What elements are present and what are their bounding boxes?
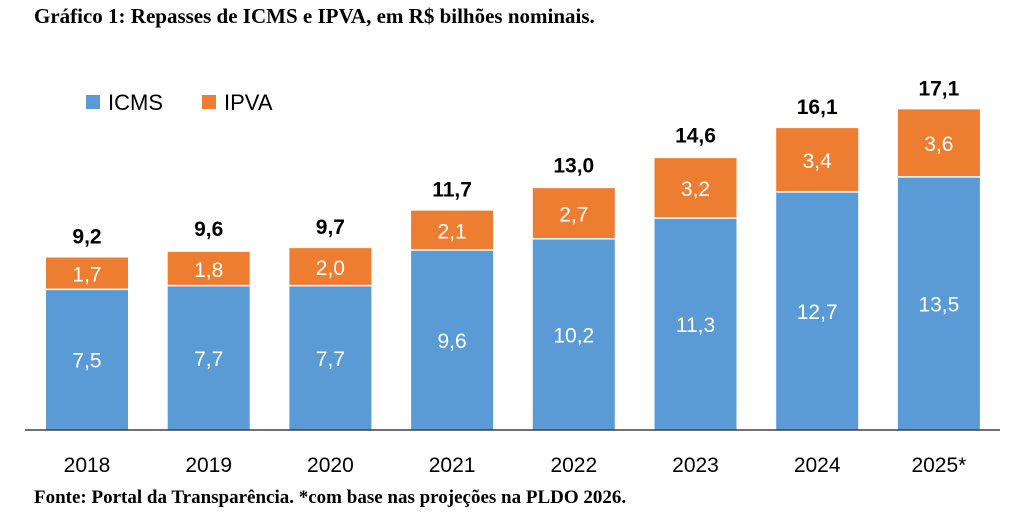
data-label-ipva: 3,2 [681,178,710,201]
data-label-icms: 10,2 [553,324,594,347]
total-label: 13,0 [553,154,594,177]
data-label-ipva: 2,0 [316,257,345,280]
bar-ipva [411,210,494,250]
total-label: 9,6 [194,218,223,241]
bar-ipva [776,128,859,192]
bar-ipva [654,158,737,219]
data-label-icms: 7,7 [316,348,345,371]
total-label: 16,1 [797,96,838,119]
legend-swatch-ipva [202,95,216,109]
x-tick-label: 2018 [64,454,111,477]
data-label-ipva: 3,4 [803,150,833,173]
data-label-icms: 11,3 [676,314,715,337]
x-tick-label: 2024 [794,454,841,477]
data-label-ipva: 3,6 [924,133,953,156]
total-label: 9,2 [72,226,101,249]
total-label: 11,7 [432,179,472,202]
data-label-icms: 9,6 [437,330,466,353]
chart-title: Gráfico 1: Repasses de ICMS e IPVA, em R… [34,4,595,28]
total-label: 9,7 [316,216,345,239]
bar-icms [167,285,250,430]
bar-icms [46,289,128,430]
data-label-icms: 13,5 [918,293,959,316]
x-tick-label: 2023 [672,454,719,477]
bars-group: 7,5 1,7 9,2 7,7 1,8 9,6 7,7 2,0 9,7 9,6 2,1 11,7 10,… [46,77,980,430]
bar-ipva [897,109,980,177]
bar-ipva [289,248,372,286]
bar-ipva [167,251,250,286]
bar-icms [289,285,372,430]
total-label: 14,6 [675,124,716,147]
bar-icms [897,176,980,430]
total-label: 17,1 [918,77,959,100]
bar-icms [411,250,494,430]
data-label-ipva: 1,8 [194,259,223,282]
source-note: Fonte: Portal da Transparência. *com bas… [34,487,627,508]
legend: ICMS IPVA [86,90,273,115]
x-tick-label: 2019 [185,454,232,477]
data-label-ipva: 2,1 [437,220,466,243]
data-label-ipva: 1,7 [72,263,101,286]
data-label-icms: 7,5 [72,350,101,373]
bar-ipva [46,257,128,290]
bar-icms [654,218,737,430]
legend-label-ipva: IPVA [224,90,273,115]
x-tick-label: 2021 [429,454,476,477]
x-tick-label: 2025* [911,454,966,477]
bar-ipva [532,188,615,239]
x-tick-label: 2022 [550,454,597,477]
bar-icms [776,191,859,430]
bar-icms [532,238,615,430]
data-label-icms: 12,7 [797,301,838,324]
legend-swatch-icms [86,95,100,109]
data-label-icms: 7,7 [194,348,223,371]
x-tick-label: 2020 [307,454,354,477]
data-label-ipva: 2,7 [559,203,588,226]
legend-label-icms: ICMS [108,90,163,115]
x-tick-labels: 2018 2019 2020 2021 2022 2023 2024 2025* [64,454,967,477]
